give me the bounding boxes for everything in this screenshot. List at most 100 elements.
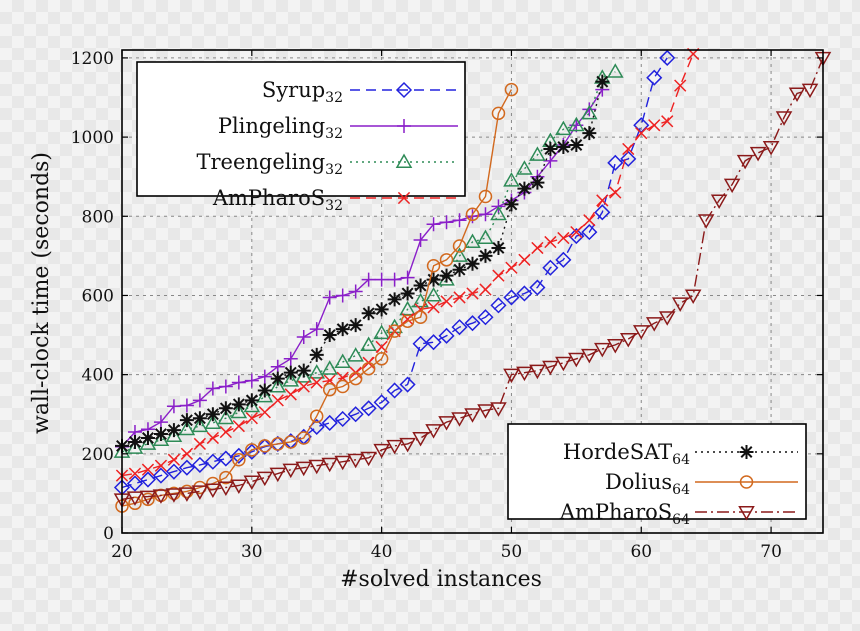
- y-tick-label: 0: [103, 524, 114, 544]
- data-point-syrup32: [321, 414, 338, 431]
- data-point-ampharos64: [152, 489, 170, 504]
- data-point-treengeling32: [295, 368, 313, 383]
- data-point-hordesat64: [322, 328, 337, 343]
- data-point-treengeling32: [321, 360, 338, 375]
- data-point-treengeling32: [178, 420, 196, 436]
- data-point-plingeling32: [413, 233, 428, 248]
- series-line-syrup32: [121, 57, 668, 489]
- data-point-syrup32: [152, 467, 170, 484]
- data-point-hordesat64: [400, 286, 415, 301]
- data-point-plingeling32: [179, 398, 194, 413]
- data-point-treengeling32: [347, 347, 364, 362]
- data-point-treengeling32: [152, 431, 170, 446]
- data-point-hordesat64: [283, 365, 298, 380]
- data-point-ampharos64: [594, 342, 611, 358]
- data-point-ampharos32: [622, 142, 635, 156]
- data-point-syrup32: [178, 459, 195, 476]
- x-tick-label: 30: [241, 542, 263, 562]
- legend-label-treengeling32: Treengeling32: [196, 150, 343, 178]
- data-point-ampharos64: [568, 352, 585, 368]
- legend-box: [507, 423, 807, 520]
- data-point-hordesat64: [504, 197, 519, 212]
- x-tick-label: 60: [630, 542, 652, 562]
- data-point-treengeling32: [243, 397, 261, 413]
- data-point-ampharos32: [401, 313, 414, 326]
- data-point-syrup32: [126, 475, 144, 492]
- data-point-hordesat64: [439, 268, 454, 283]
- data-point-treengeling32: [269, 378, 287, 393]
- data-point-dolius64: [348, 371, 363, 386]
- data-point-treengeling32: [425, 286, 442, 302]
- data-point-plingeling32: [166, 399, 181, 414]
- data-point-syrup32: [347, 406, 364, 423]
- data-point-ampharos32: [154, 459, 168, 472]
- data-point-hordesat64: [426, 272, 441, 287]
- data-point-ampharos64: [295, 461, 313, 477]
- x-tick-label: 20: [111, 542, 133, 562]
- data-point-plingeling32: [335, 288, 350, 303]
- data-point-syrup32: [256, 438, 273, 455]
- data-point-syrup32: [477, 309, 494, 326]
- data-point-treengeling32: [308, 364, 326, 379]
- data-point-hordesat64: [556, 139, 571, 154]
- data-point-ampharos64: [658, 311, 676, 326]
- data-point-ampharos32: [180, 447, 194, 460]
- data-point-ampharos64: [126, 491, 144, 506]
- data-point-syrup32: [399, 376, 416, 393]
- data-point-treengeling32: [165, 427, 183, 443]
- data-point-plingeling32: [348, 284, 363, 299]
- data-point-treengeling32: [139, 435, 157, 450]
- legend-label-subscript: 32: [325, 90, 343, 106]
- data-point-hordesat64: [335, 322, 350, 337]
- data-point-ampharos64: [464, 408, 481, 423]
- data-point-ampharos64: [762, 140, 780, 156]
- legend-label-subscript: 64: [672, 452, 690, 468]
- data-point-hordesat64: [413, 278, 428, 293]
- data-point-plingeling32: [439, 215, 454, 230]
- data-point-ampharos64: [671, 297, 689, 312]
- data-point-treengeling32: [581, 104, 598, 120]
- data-point-dolius64: [284, 435, 298, 449]
- data-point-ampharos64: [178, 487, 196, 502]
- data-point-plingeling32: [270, 359, 285, 374]
- data-point-ampharos32: [141, 463, 155, 476]
- data-point-hordesat64: [140, 430, 155, 445]
- data-point-treengeling32: [126, 439, 144, 454]
- data-point-hordesat64: [166, 423, 181, 438]
- data-point-hordesat64: [361, 306, 376, 321]
- data-point-syrup32: [620, 150, 637, 167]
- data-point-dolius64: [400, 314, 415, 328]
- data-point-ampharos64: [334, 455, 351, 471]
- data-point-ampharos64: [529, 364, 546, 380]
- data-point-ampharos32: [661, 115, 674, 128]
- data-point-dolius64: [335, 379, 350, 394]
- plot-frame: [121, 49, 824, 534]
- data-point-ampharos32: [284, 388, 297, 401]
- data-point-treengeling32: [282, 372, 300, 387]
- data-point-ampharos32: [570, 225, 583, 239]
- legend-label-syrup32: Syrup32: [262, 78, 343, 106]
- data-point-ampharos32: [258, 406, 271, 419]
- data-point-ampharos64: [619, 333, 637, 348]
- data-point-ampharos64: [607, 338, 624, 354]
- data-point-syrup32: [386, 382, 403, 399]
- data-point-hordesat64: [530, 175, 545, 190]
- data-point-ampharos32: [427, 301, 440, 314]
- series-ampharos32: [115, 47, 700, 482]
- data-point-hordesat64: [231, 397, 246, 412]
- data-point-dolius64: [361, 361, 376, 376]
- y-tick-label: 1200: [71, 49, 114, 69]
- data-point-hordesat64: [491, 240, 506, 255]
- data-point-syrup32: [555, 251, 572, 268]
- data-point-plingeling32: [231, 375, 246, 390]
- data-point-ampharos64: [386, 439, 403, 455]
- data-point-dolius64: [452, 239, 467, 253]
- data-point-ampharos64: [775, 111, 793, 126]
- data-point-plingeling32: [153, 415, 168, 430]
- y-axis-label: wall-clock time (seconds): [29, 152, 54, 434]
- data-point-hordesat64: [582, 126, 597, 141]
- data-point-dolius64: [491, 106, 506, 121]
- legend-label-name: AmPharoS: [559, 500, 672, 524]
- data-point-hordesat64: [452, 262, 467, 277]
